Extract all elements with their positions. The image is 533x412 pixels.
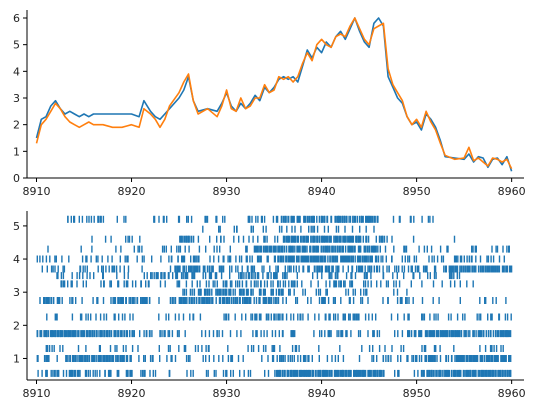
y-tick-label: 2 (13, 319, 20, 332)
x-tick-label: 8930 (213, 387, 241, 400)
y-tick-label: 2 (13, 119, 20, 132)
y-tick-label: 6 (13, 12, 20, 25)
x-tick-label: 8950 (403, 387, 431, 400)
x-tick-label: 8960 (498, 185, 526, 198)
x-tick-label: 8920 (118, 185, 146, 198)
raster-chart-panel: 8910 8920 8930 8940 8950 8960 1 2 3 4 5 (13, 211, 526, 400)
y-tick-label: 1 (13, 352, 20, 365)
y-tick-label: 1 (13, 145, 20, 158)
x-tick-label: 8910 (23, 387, 51, 400)
line-series-1 (35, 17, 513, 172)
x-tick-label: 8940 (308, 387, 336, 400)
y-tick-label: 4 (13, 253, 20, 266)
line-chart-panel: 8910 8920 8930 8940 8950 8960 0 1 2 3 4 5 6 (13, 10, 526, 198)
x-tick-label: 8960 (498, 387, 526, 400)
y-tick-label: 3 (13, 92, 20, 105)
x-tick-label: 8940 (308, 185, 336, 198)
y-tick-label: 0 (13, 172, 20, 185)
y-tick-label: 5 (13, 39, 20, 52)
line-series-2 (35, 17, 513, 170)
x-tick-label: 8950 (403, 185, 431, 198)
x-tick-label: 8910 (23, 185, 51, 198)
y-tick-label: 3 (13, 286, 20, 299)
x-tick-label: 8920 (118, 387, 146, 400)
x-tick-label: 8930 (213, 185, 241, 198)
y-tick-label: 5 (13, 220, 20, 233)
y-tick-label: 4 (13, 65, 20, 78)
